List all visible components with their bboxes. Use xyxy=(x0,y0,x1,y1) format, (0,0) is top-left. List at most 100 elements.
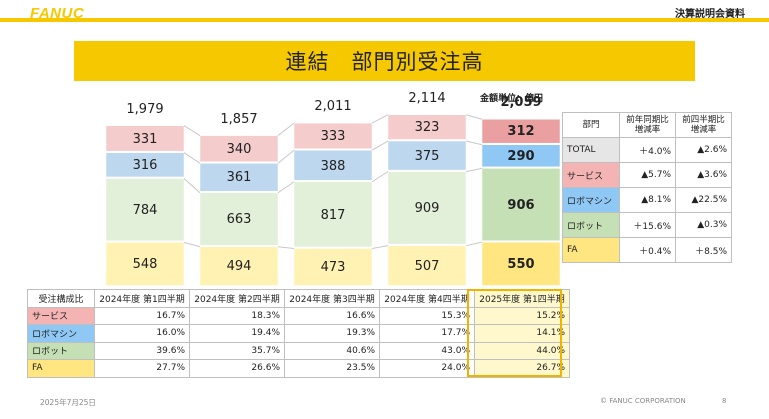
connector-line xyxy=(371,171,389,183)
connector-line xyxy=(183,125,201,136)
connector-line xyxy=(277,122,295,136)
growth-cell: ▲3.6% xyxy=(675,162,732,188)
bar-value-label: 331 xyxy=(132,131,158,147)
composition-cell: 26.6% xyxy=(189,359,285,378)
composition-cell: 23.5% xyxy=(284,359,380,378)
bar-segment-3-2 xyxy=(293,122,373,149)
bar-value-label: 323 xyxy=(414,120,440,136)
composition-cell: 15.2% xyxy=(474,306,570,325)
composition-cell: 19.3% xyxy=(284,324,380,343)
connector-line xyxy=(465,167,483,173)
segment-label: ロボマシン xyxy=(562,187,620,213)
footer-date: 2025年7月25日 xyxy=(40,398,96,407)
bar-value-label: 507 xyxy=(414,258,440,274)
bar-segment-2-2 xyxy=(293,149,373,181)
segment-label: ロボマシン xyxy=(27,324,95,343)
bar-total-label: 1,857 xyxy=(220,111,258,127)
growth-cell: ＋15.6% xyxy=(619,212,676,238)
bar-value-label: 340 xyxy=(226,141,252,157)
growth-cell: ▲0.3% xyxy=(675,212,732,238)
bar-value-label: 494 xyxy=(226,259,252,275)
segment-label: サービス xyxy=(562,162,620,188)
bar-value-label: 361 xyxy=(226,170,252,186)
growth-cell: ＋0.4% xyxy=(619,237,676,263)
composition-cell: 27.7% xyxy=(94,359,190,378)
composition-cell: 14.1% xyxy=(474,324,570,343)
growth-column-header: 前年同期比 増減率 xyxy=(619,112,676,138)
bar-segment-0-1 xyxy=(199,246,279,286)
composition-cell: 16.6% xyxy=(284,306,380,325)
connector-line xyxy=(277,149,295,164)
composition-cell: 44.0% xyxy=(474,341,570,360)
bar-value-label: 548 xyxy=(132,257,158,273)
segment-label: TOTAL xyxy=(562,137,620,163)
bar-segment-3-0 xyxy=(105,125,185,152)
connector-line xyxy=(371,114,389,124)
composition-cell: 35.7% xyxy=(189,341,285,360)
bar-total-label: 1,979 xyxy=(126,101,164,117)
segment-label: FA xyxy=(27,359,95,378)
composition-column-header: 2024年度 第3四半期 xyxy=(284,289,380,308)
composition-cell: 40.6% xyxy=(284,341,380,360)
connector-line xyxy=(371,140,389,151)
bar-value-label: 663 xyxy=(226,212,252,228)
growth-row: FA ＋0.4% ＋8.5% xyxy=(562,237,732,263)
bar-segment-1-2 xyxy=(293,181,373,248)
growth-cell: ▲8.1% xyxy=(619,187,676,213)
top-bar: FANUC 決算説明会資料 xyxy=(0,0,769,24)
composition-cell: 24.0% xyxy=(379,359,475,378)
bar-value-label: 909 xyxy=(414,201,440,217)
composition-table: 受注構成比 2024年度 第1四半期 2024年度 第2四半期 2024年度 第3四半… xyxy=(27,289,570,378)
connector-line xyxy=(465,241,483,247)
top-rule xyxy=(0,18,769,22)
composition-column-header: 2024年度 第2四半期 xyxy=(189,289,285,308)
connector-line xyxy=(183,241,201,248)
bar-value-label: 312 xyxy=(507,124,535,140)
segment-label: ロボット xyxy=(27,341,95,360)
growth-rate-table: 部門 前年同期比 増減率 前四半期比 増減率 TOTAL ＋4.0% ▲2.6% サービス ▲5… xyxy=(562,112,732,263)
bar-total-label: 2,011 xyxy=(314,99,352,115)
composition-row: ロボット 39.6% 35.7% 40.6% 43.0% 44.0% xyxy=(27,341,570,360)
bar-segment-2-1 xyxy=(199,163,279,192)
bar-segment-0-0 xyxy=(105,242,185,286)
segment-label: サービス xyxy=(27,306,95,325)
bar-value-label: 388 xyxy=(320,158,346,174)
composition-header-label: 受注構成比 xyxy=(27,289,95,308)
bar-value-label: 316 xyxy=(132,158,158,174)
footer-copyright: © FANUC CORPORATION xyxy=(600,397,686,405)
bar-segment-0-4 xyxy=(481,241,561,286)
page-title: 連結 部門別受注高 xyxy=(285,50,484,74)
document-label: 決算説明会資料 xyxy=(675,9,745,20)
unit-label: 金額単位：億円 xyxy=(480,94,544,104)
bar-segment-0-3 xyxy=(387,245,467,286)
composition-row: サービス 16.7% 18.3% 16.6% 15.3% 15.2% xyxy=(27,306,570,325)
composition-column-header: 2024年度 第4四半期 xyxy=(379,289,475,308)
composition-cell: 15.3% xyxy=(379,306,475,325)
composition-cell: 18.3% xyxy=(189,306,285,325)
connector-line xyxy=(371,245,389,249)
bar-segment-1-0 xyxy=(105,178,185,242)
composition-row: ロボマシン 16.0% 19.4% 19.3% 17.7% 14.1% xyxy=(27,324,570,343)
composition-column-header: 2025年度 第1四半期 xyxy=(474,289,570,308)
composition-cell: 16.0% xyxy=(94,324,190,343)
growth-cell: ▲2.6% xyxy=(675,137,732,163)
composition-row: FA 27.7% 26.6% 23.5% 24.0% 26.7% xyxy=(27,359,570,378)
composition-cell: 16.7% xyxy=(94,306,190,325)
growth-row: ロボマシン ▲8.1% ▲22.5% xyxy=(562,187,732,213)
bar-segment-2-0 xyxy=(105,152,185,178)
segment-label: ロボット xyxy=(562,212,620,238)
bar-segment-3-4 xyxy=(481,119,561,144)
growth-row: ロボット ＋15.6% ▲0.3% xyxy=(562,212,732,238)
bar-value-label: 550 xyxy=(507,257,535,273)
bar-total-label: 2,059 xyxy=(500,95,542,111)
bar-segment-3-3 xyxy=(387,114,467,140)
bar-segment-0-2 xyxy=(293,248,373,286)
growth-cell: ▲22.5% xyxy=(675,187,732,213)
segment-label: FA xyxy=(562,237,620,263)
title-banner: 連結 部門別受注高 xyxy=(74,41,695,81)
growth-row: サービス ▲5.7% ▲3.6% xyxy=(562,162,732,188)
connector-line xyxy=(465,114,483,120)
fanuc-logo: FANUC xyxy=(30,5,85,22)
growth-row: TOTAL ＋4.0% ▲2.6% xyxy=(562,137,732,163)
